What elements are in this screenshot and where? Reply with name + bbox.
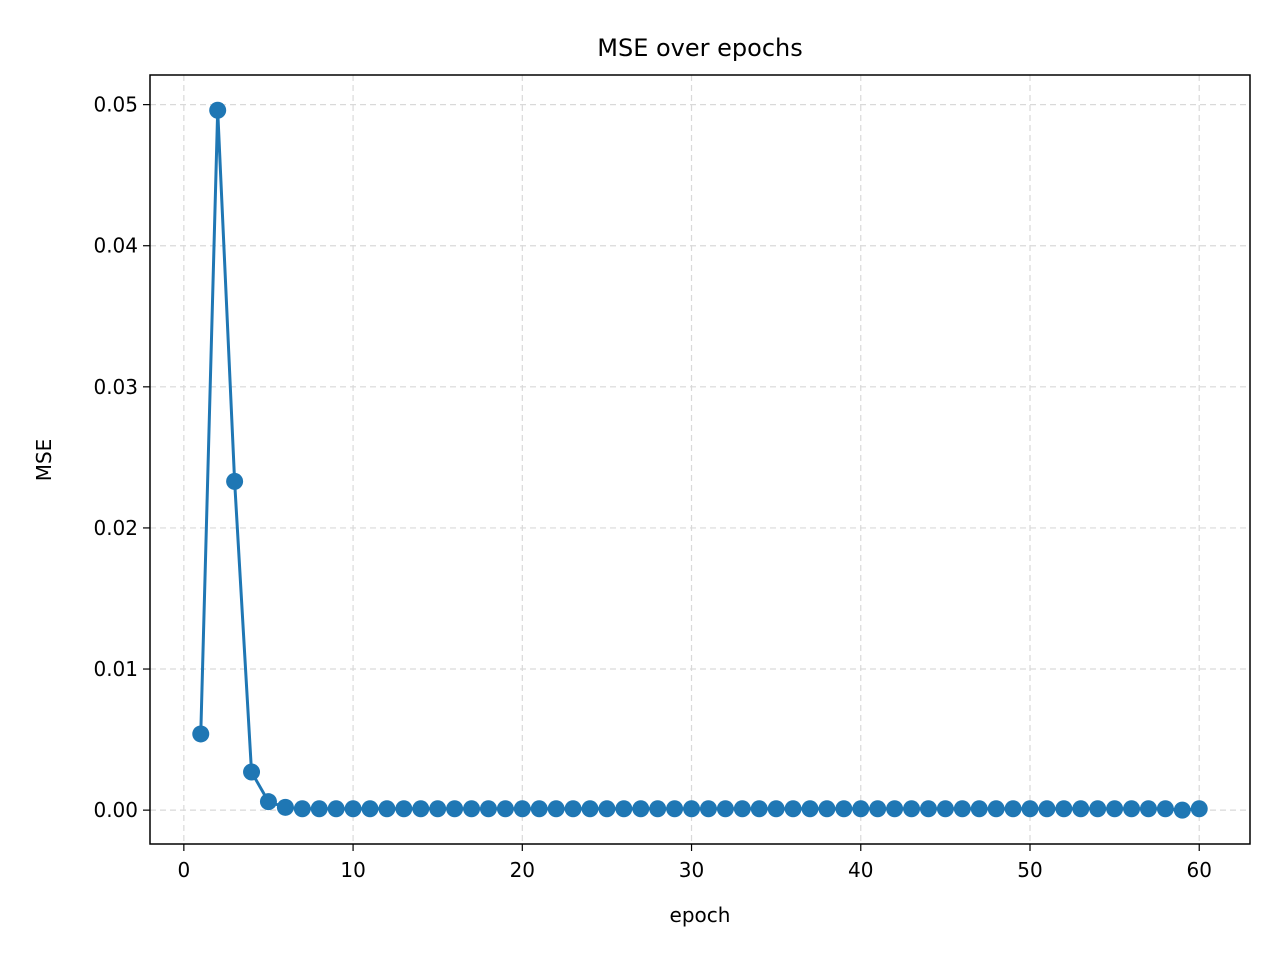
data-point (344, 800, 362, 818)
data-point (327, 800, 345, 818)
data-point (395, 800, 413, 818)
data-point (209, 101, 227, 119)
data-point (243, 763, 261, 781)
y-tick-label: 0.01 (93, 657, 138, 681)
y-tick-label: 0.05 (93, 93, 138, 117)
chart-title: MSE over epochs (597, 34, 802, 62)
x-tick-label: 10 (340, 858, 365, 882)
data-point (1072, 800, 1090, 818)
data-point (259, 793, 277, 811)
data-point (886, 800, 904, 818)
data-point (1089, 800, 1107, 818)
data-point (581, 800, 599, 818)
data-point (615, 800, 633, 818)
data-point (446, 800, 464, 818)
data-point (1190, 800, 1208, 818)
data-point (1156, 800, 1174, 818)
y-tick-label: 0.02 (93, 516, 138, 540)
data-point (463, 800, 481, 818)
data-point (1123, 800, 1141, 818)
data-point (903, 800, 921, 818)
data-point (970, 800, 988, 818)
data-point (276, 798, 294, 816)
data-point (547, 800, 565, 818)
data-point (530, 800, 548, 818)
grid (150, 75, 1250, 844)
data-point (852, 800, 870, 818)
x-tick-label: 0 (177, 858, 190, 882)
data-point (598, 800, 616, 818)
data-point (479, 800, 497, 818)
data-point (801, 800, 819, 818)
data-point (784, 800, 802, 818)
data-point (361, 800, 379, 818)
data-point (429, 800, 447, 818)
data-point (1139, 800, 1157, 818)
data-point (1106, 800, 1124, 818)
data-point (953, 800, 971, 818)
data-point (564, 800, 582, 818)
data-point (767, 800, 785, 818)
y-tick-label: 0.04 (93, 234, 138, 258)
data-point (192, 725, 210, 743)
data-point (513, 800, 531, 818)
data-point (632, 800, 650, 818)
x-tick-label: 50 (1017, 858, 1042, 882)
data-point (987, 800, 1005, 818)
x-axis-label: epoch (670, 903, 731, 927)
y-axis-label: MSE (32, 439, 56, 482)
data-point (496, 800, 514, 818)
data-point (412, 800, 430, 818)
x-axis-ticks: 0 10 20 30 40 50 60 (177, 844, 1212, 882)
data-point (936, 800, 954, 818)
data-point (378, 800, 396, 818)
y-axis-ticks: 0.00 0.01 0.02 0.03 0.04 0.05 (93, 93, 150, 822)
data-point (310, 800, 328, 818)
data-point (293, 800, 311, 818)
data-point (733, 800, 751, 818)
data-point (1021, 800, 1039, 818)
data-point (869, 800, 887, 818)
x-tick-label: 20 (510, 858, 535, 882)
data-point (1173, 801, 1191, 819)
data-point (1055, 800, 1073, 818)
x-tick-label: 60 (1187, 858, 1212, 882)
data-point (226, 472, 244, 490)
data-point (919, 800, 937, 818)
data-point (750, 800, 768, 818)
data-point (1004, 800, 1022, 818)
data-point (666, 800, 684, 818)
plot-frame (149, 74, 1251, 845)
data-point (649, 800, 667, 818)
data-point (683, 800, 701, 818)
x-tick-label: 30 (679, 858, 704, 882)
series-layer (192, 101, 1208, 819)
data-point (699, 800, 717, 818)
data-point (818, 800, 836, 818)
data-point (1038, 800, 1056, 818)
y-tick-label: 0.03 (93, 375, 138, 399)
y-tick-label: 0.00 (93, 798, 138, 822)
x-tick-label: 40 (848, 858, 873, 882)
data-point (835, 800, 853, 818)
data-point (716, 800, 734, 818)
